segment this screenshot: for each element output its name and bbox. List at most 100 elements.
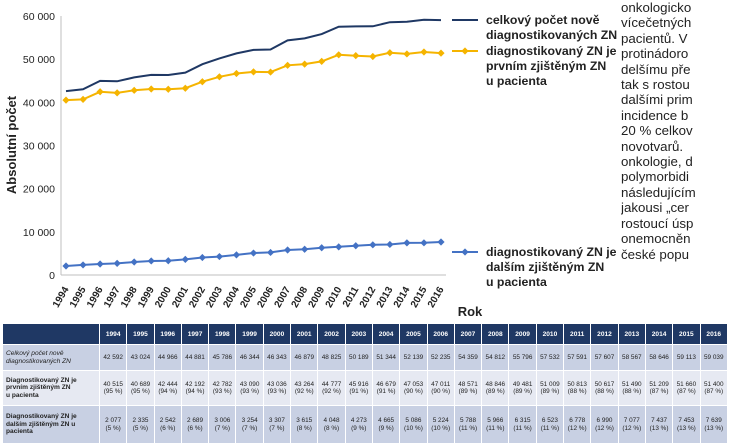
- table-cell: 7 077 (12 %): [617, 405, 646, 444]
- data-point: [266, 248, 275, 257]
- data-point: [198, 253, 206, 262]
- data-point: [181, 255, 189, 263]
- table-cell: 46 343: [262, 344, 292, 371]
- table-cell: 4 665 (9 %): [371, 405, 401, 444]
- x-tick-label: 2001: [170, 285, 191, 310]
- data-point: [113, 259, 121, 267]
- table-year-header: 1999: [235, 323, 264, 345]
- data-point: [437, 49, 445, 57]
- x-tick-label: 2000: [153, 285, 174, 310]
- table-cell: 44 777 (92 %): [317, 370, 346, 406]
- data-point: [369, 52, 377, 61]
- data-point: [318, 57, 326, 66]
- table-year-header: 2000: [262, 323, 292, 345]
- table-cell: 51 009 (89 %): [535, 370, 565, 406]
- x-tick-label: 2002: [187, 285, 208, 310]
- table-cell: 50 617 (88 %): [590, 370, 619, 406]
- table-cell: 45 786: [208, 344, 237, 371]
- table-cell: 51 660 (87 %): [672, 370, 701, 406]
- x-tick-label: 2013: [375, 285, 396, 310]
- table-cell: 7 437 (13 %): [644, 405, 674, 444]
- table-cell: 43 024: [126, 344, 155, 371]
- table-row-header: Celkový počet nově diagnostikovaných ZN: [2, 344, 100, 371]
- data-point: [164, 257, 172, 265]
- side-text-line: dalšími prim: [621, 92, 693, 108]
- data-point: [420, 239, 428, 247]
- data-point: [198, 78, 206, 86]
- side-text-line: polymorbidi: [621, 169, 689, 185]
- table-cell: 57 591: [563, 344, 592, 371]
- data-point: [352, 52, 360, 60]
- table-row: Celkový počet nově diagnostikovaných ZN 42…: [2, 344, 729, 371]
- table-row: Diagnostikovaný ZN je dalším zjištěným ZN…: [2, 405, 729, 444]
- legend-label: diagnostikovaný ZN je: [486, 44, 617, 58]
- table-cell: 3 006 (7 %): [208, 405, 237, 444]
- table-year-header: 1994: [98, 323, 128, 345]
- side-text-line: incidence b: [621, 107, 689, 123]
- x-tick-label: 1999: [136, 285, 157, 310]
- table-cell: 5 224 (10 %): [426, 405, 455, 444]
- table-cell: 51 209 (87 %): [644, 370, 674, 406]
- table-cell: 50 813 (88 %): [563, 370, 592, 406]
- table-cell: 58 567: [617, 344, 646, 371]
- data-point: [215, 252, 224, 261]
- legend-label: celkový počet nově: [486, 13, 600, 27]
- table-cell: 45 916 (91 %): [344, 370, 373, 406]
- x-axis-ticks: 1994199519961997199819992000200120022003…: [51, 285, 447, 310]
- y-tick-label: 30 000: [23, 141, 55, 153]
- y-tick-label: 10 000: [23, 227, 55, 239]
- table-cell: 57 532: [535, 344, 565, 371]
- side-text-line: protinádoro: [621, 46, 689, 62]
- table-cell: 5 788 (11 %): [453, 405, 483, 444]
- table-cell: 57 607: [590, 344, 619, 371]
- table-year-header: 2002: [317, 323, 346, 345]
- table-cell: 2 335 (5 %): [126, 405, 155, 444]
- data-point: [266, 68, 275, 76]
- x-axis-label: Rok: [458, 304, 483, 319]
- table-cell: 42 444 (94 %): [153, 370, 182, 406]
- side-text-line: tak s rostou: [621, 77, 690, 93]
- table-cell: 52 235: [426, 344, 455, 371]
- side-text-line: české popu: [621, 246, 690, 262]
- table-cell: 5 966 (11 %): [481, 405, 510, 444]
- data-point: [79, 95, 87, 103]
- table-row-header: Diagnostikovaný ZN je dalším zjištěným ZN…: [2, 405, 100, 444]
- table-row-header: Diagnostikovaný ZN je prvním zjištěným ZN…: [2, 370, 100, 406]
- table-cell: 42 782 (93 %): [208, 370, 237, 406]
- y-tick-label: 20 000: [23, 184, 55, 196]
- table-cell: 6 990 (12 %): [590, 405, 619, 444]
- x-tick-label: 2012: [358, 285, 379, 310]
- table-cell: 46 879: [290, 344, 319, 371]
- data-point: [335, 51, 343, 59]
- data-point: [181, 84, 189, 92]
- table-cell: 7 453 (13 %): [672, 405, 701, 444]
- table-cell: 2 542 (6 %): [153, 405, 182, 444]
- data-point: [335, 243, 343, 251]
- side-text-line: vícečetných: [621, 15, 692, 31]
- data-point: [79, 261, 87, 269]
- table-cell: 59 039: [699, 344, 729, 371]
- table-cell: 40 689 (95 %): [126, 370, 155, 406]
- data-point: [147, 257, 155, 265]
- data-point: [96, 260, 104, 268]
- data-point: [62, 262, 70, 270]
- legend-label: diagnostikovaný ZN je: [486, 245, 617, 259]
- table-cell: 3 615 (8 %): [290, 405, 319, 444]
- table-cell: 44 966: [153, 344, 182, 371]
- y-axis-ticks: 0 10 000 20 000 30 000 40 000 50 000 60 000: [23, 11, 55, 282]
- side-text-line: následujícím: [621, 184, 696, 200]
- table-cell: 2 689 (6 %): [180, 405, 210, 444]
- table-cell: 54 812: [481, 344, 510, 371]
- legend-marker: [461, 248, 469, 256]
- x-tick-label: 2005: [238, 285, 259, 310]
- table-cell: 48 846 (89 %): [481, 370, 510, 406]
- data-point: [403, 50, 411, 58]
- table-year-header: 2007: [453, 323, 483, 345]
- table-year-header: 2004: [371, 323, 401, 345]
- x-tick-label: 2015: [409, 285, 430, 310]
- side-text-line: onemocněn: [621, 231, 691, 247]
- data-point: [62, 96, 70, 104]
- side-text-line: novotvarů.: [621, 138, 684, 154]
- legend-marker: [461, 47, 469, 55]
- table-cell: 6 315 (11 %): [508, 405, 537, 444]
